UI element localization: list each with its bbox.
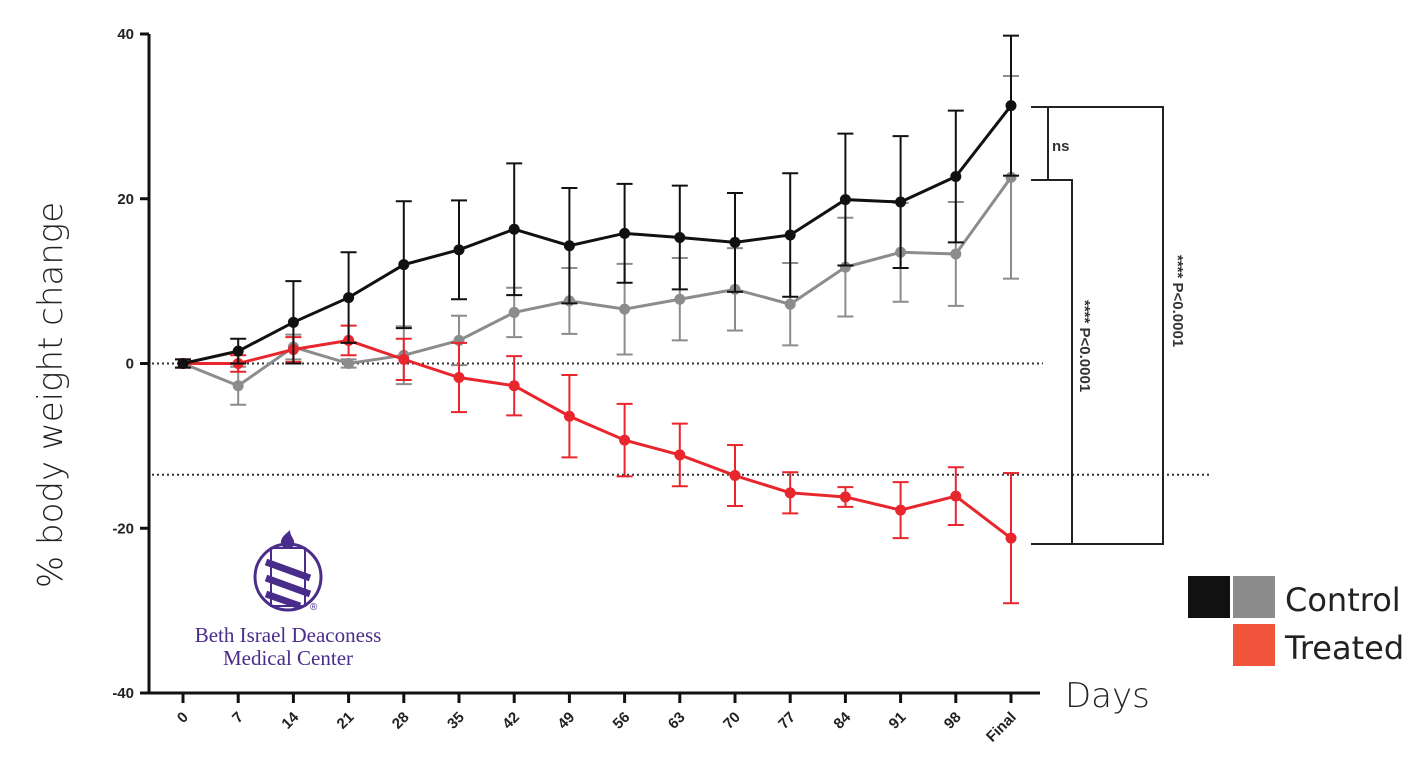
data-point bbox=[950, 490, 962, 502]
bidmc-logo-mark-icon bbox=[253, 530, 323, 612]
series-0 bbox=[175, 34, 1019, 369]
data-point bbox=[619, 303, 631, 315]
logo-text-line2: Medical Center bbox=[223, 646, 353, 670]
data-point bbox=[784, 298, 796, 310]
x-tick-label: 91 bbox=[886, 709, 910, 733]
p-value-label-inner: **** P<0.0001 bbox=[1076, 300, 1093, 392]
data-point bbox=[729, 236, 741, 248]
x-tick-label: Final bbox=[983, 709, 1020, 746]
data-point bbox=[619, 434, 631, 446]
legend-swatch-control-grey bbox=[1233, 576, 1275, 618]
series-layer bbox=[175, 34, 1019, 605]
data-point bbox=[563, 410, 575, 422]
data-point bbox=[508, 223, 520, 235]
x-tick-label: 84 bbox=[830, 708, 854, 732]
x-tick-label: 98 bbox=[941, 709, 965, 733]
bracket-grey-vs-treated bbox=[1031, 179, 1073, 545]
data-point bbox=[674, 449, 686, 461]
data-point bbox=[950, 171, 962, 183]
data-point bbox=[287, 316, 299, 328]
data-point bbox=[895, 504, 907, 516]
bracket-ns bbox=[1031, 106, 1049, 181]
data-point bbox=[453, 244, 465, 256]
data-point bbox=[398, 353, 410, 365]
series-line bbox=[182, 176, 1013, 388]
legend-swatch-control-black bbox=[1188, 576, 1230, 618]
legend-label-treated: Treated bbox=[1284, 629, 1404, 667]
x-tick-label: 35 bbox=[444, 709, 468, 733]
data-point bbox=[619, 227, 631, 239]
legend: Control Treated bbox=[1188, 576, 1404, 667]
logo-registered-mark: ® bbox=[310, 602, 318, 613]
data-point bbox=[839, 261, 851, 273]
y-ticks: 40 20 0 -20 -40 bbox=[112, 26, 149, 702]
x-tick-label: 42 bbox=[499, 709, 523, 733]
x-tick-label: 0 bbox=[174, 709, 192, 727]
data-point bbox=[232, 345, 244, 357]
x-tick-label: 28 bbox=[389, 709, 413, 733]
legend-label-control: Control bbox=[1285, 581, 1401, 619]
logo-text-line1: Beth Israel Deaconess bbox=[195, 623, 382, 647]
data-point bbox=[343, 292, 355, 304]
x-tick-label: 14 bbox=[278, 708, 302, 732]
x-ticks: 0 7 14 21 28 35 42 49 56 63 70 77 84 91 98 Final bbox=[174, 693, 1020, 746]
data-point bbox=[232, 380, 244, 392]
series-line bbox=[182, 104, 1013, 365]
x-tick-label: 21 bbox=[334, 709, 358, 733]
series-2 bbox=[175, 324, 1019, 605]
x-tick-label: 70 bbox=[720, 709, 744, 733]
y-tick-label: 40 bbox=[117, 26, 134, 43]
y-tick-label: -40 bbox=[112, 685, 134, 702]
data-point bbox=[895, 196, 907, 208]
x-tick-label: 49 bbox=[554, 709, 578, 733]
ns-label: ns bbox=[1052, 138, 1070, 155]
p-value-label-outer: **** P<0.0001 bbox=[1169, 255, 1186, 347]
data-point bbox=[674, 293, 686, 305]
data-point bbox=[674, 231, 686, 243]
data-point bbox=[784, 229, 796, 241]
series-line bbox=[183, 338, 1012, 540]
x-tick-label: 56 bbox=[610, 709, 634, 733]
y-tick-label: -20 bbox=[112, 520, 134, 537]
data-point bbox=[563, 240, 575, 252]
significance-brackets bbox=[1031, 106, 1164, 545]
legend-swatch-treated bbox=[1233, 624, 1275, 666]
data-point bbox=[453, 372, 465, 384]
data-point bbox=[729, 470, 741, 482]
data-point bbox=[508, 380, 520, 392]
x-axis-title: Days bbox=[1065, 676, 1150, 716]
x-tick-label: 77 bbox=[775, 709, 799, 733]
data-point bbox=[1005, 100, 1017, 112]
data-point bbox=[508, 306, 520, 318]
data-point bbox=[950, 248, 962, 260]
x-tick-label: 7 bbox=[229, 709, 247, 727]
data-point bbox=[398, 259, 410, 271]
data-point bbox=[177, 358, 189, 369]
x-tick-label: 63 bbox=[665, 709, 689, 733]
y-tick-label: 20 bbox=[117, 191, 134, 208]
reference-lines bbox=[152, 362, 1212, 476]
bidmc-logo: ® Beth Israel Deaconess Medical Center bbox=[195, 530, 382, 670]
data-point bbox=[1005, 532, 1017, 544]
data-point bbox=[1005, 171, 1017, 183]
data-point bbox=[343, 358, 355, 369]
data-point bbox=[839, 194, 851, 206]
y-axis-title: % body weight change bbox=[31, 202, 71, 588]
data-point bbox=[839, 491, 851, 503]
bracket-black-vs-treated bbox=[1031, 106, 1164, 545]
data-point bbox=[784, 487, 796, 499]
y-tick-label: 0 bbox=[126, 356, 134, 373]
